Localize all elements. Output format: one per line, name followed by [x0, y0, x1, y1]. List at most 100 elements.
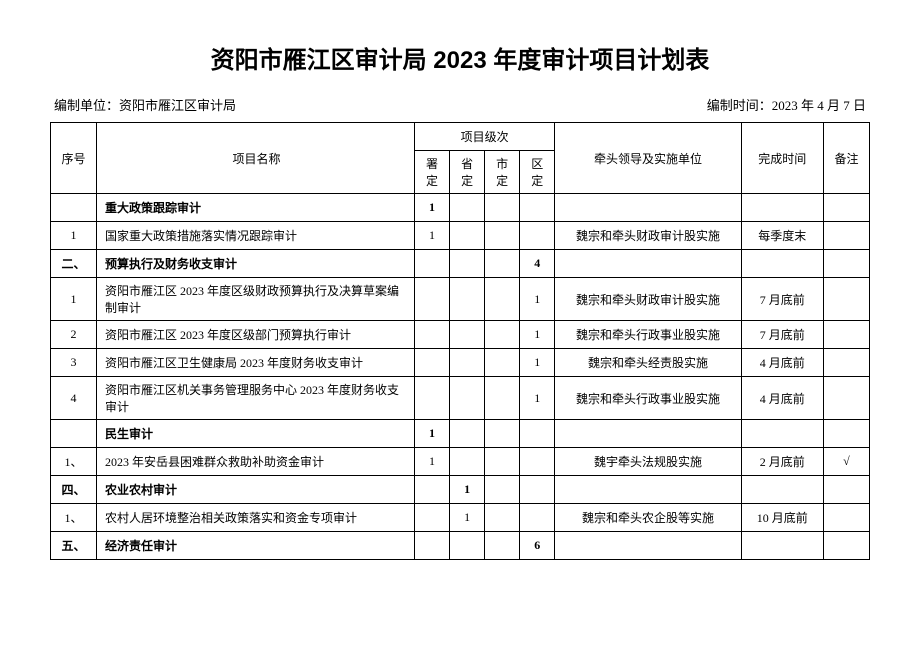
cell-level-shi: [485, 504, 520, 532]
cell-note: [823, 504, 869, 532]
cell-seq: 五、: [51, 532, 97, 560]
cell-note: [823, 476, 869, 504]
cell-name: 民生审计: [97, 420, 415, 448]
cell-name: 资阳市雁江区机关事务管理服务中心 2023 年度财务收支审计: [97, 377, 415, 420]
meta-row: 编制单位：资阳市雁江区审计局 编制时间：2023 年 4 月 7 日: [50, 95, 870, 114]
cell-level-qu: [520, 222, 555, 250]
cell-name: 农业农村审计: [97, 476, 415, 504]
cell-level-sheng: [450, 377, 485, 420]
cell-time: 10 月底前: [741, 504, 823, 532]
cell-level-sheng: [450, 420, 485, 448]
cell-seq: 4: [51, 377, 97, 420]
cell-level-shi: [485, 222, 520, 250]
cell-level-shu: [414, 504, 449, 532]
cell-unit: [555, 532, 741, 560]
cell-time: [741, 532, 823, 560]
header-level-group: 项目级次: [414, 123, 554, 151]
table-row: 2资阳市雁江区 2023 年度区级部门预算执行审计 1魏宗和牵头行政事业股实施7 …: [51, 321, 870, 349]
header-level-shi: 市定: [485, 151, 520, 194]
cell-level-shi: [485, 321, 520, 349]
table-row: 1国家重大政策措施落实情况跟踪审计1 魏宗和牵头财政审计股实施每季度末: [51, 222, 870, 250]
cell-level-qu: [520, 194, 555, 222]
cell-unit: [555, 250, 741, 278]
cell-seq: 四、: [51, 476, 97, 504]
cell-name: 资阳市雁江区 2023 年度区级财政预算执行及决算草案编制审计: [97, 278, 415, 321]
cell-seq: 2: [51, 321, 97, 349]
cell-name: 国家重大政策措施落实情况跟踪审计: [97, 222, 415, 250]
cell-note: [823, 532, 869, 560]
cell-level-sheng: [450, 194, 485, 222]
cell-level-shu: 1: [414, 448, 449, 476]
cell-level-shu: [414, 377, 449, 420]
table-row: 二、预算执行及财务收支审计4: [51, 250, 870, 278]
cell-time: 4 月底前: [741, 377, 823, 420]
cell-unit: [555, 420, 741, 448]
header-unit: 牵头领导及实施单位: [555, 123, 741, 194]
cell-level-qu: 1: [520, 321, 555, 349]
cell-unit: 魏宗和牵头财政审计股实施: [555, 222, 741, 250]
table-row: 3资阳市雁江区卫生健康局 2023 年度财务收支审计1魏宗和牵头经责股实施4 月…: [51, 349, 870, 377]
cell-level-shu: [414, 321, 449, 349]
cell-level-shi: [485, 194, 520, 222]
cell-name: 预算执行及财务收支审计: [97, 250, 415, 278]
cell-time: [741, 476, 823, 504]
cell-level-shi: [485, 278, 520, 321]
cell-level-shu: 1: [414, 194, 449, 222]
cell-name: 资阳市雁江区 2023 年度区级部门预算执行审计: [97, 321, 415, 349]
cell-time: 7 月底前: [741, 321, 823, 349]
cell-unit: [555, 194, 741, 222]
cell-level-shi: [485, 349, 520, 377]
table-row: 民生审计1: [51, 420, 870, 448]
cell-unit: 魏宗和牵头农企股等实施: [555, 504, 741, 532]
cell-name: 重大政策跟踪审计: [97, 194, 415, 222]
cell-name: 2023 年安岳县困难群众救助补助资金审计: [97, 448, 415, 476]
table-row: 重大政策跟踪审计1: [51, 194, 870, 222]
cell-time: 每季度末: [741, 222, 823, 250]
table-row: 4资阳市雁江区机关事务管理服务中心 2023 年度财务收支审计1魏宗和牵头行政事…: [51, 377, 870, 420]
cell-level-qu: [520, 476, 555, 504]
cell-level-sheng: [450, 349, 485, 377]
cell-level-shu: [414, 278, 449, 321]
cell-unit: [555, 476, 741, 504]
cell-time: [741, 250, 823, 278]
cell-unit: 魏宗和牵头行政事业股实施: [555, 321, 741, 349]
cell-note: [823, 278, 869, 321]
cell-level-sheng: 1: [450, 504, 485, 532]
cell-level-sheng: [450, 321, 485, 349]
header-level-shu: 署定: [414, 151, 449, 194]
table-row: 1、2023 年安岳县困难群众救助补助资金审计1魏宇牵头法规股实施2 月底前√: [51, 448, 870, 476]
cell-unit: 魏宇牵头法规股实施: [555, 448, 741, 476]
cell-level-shu: 1: [414, 222, 449, 250]
page-title: 资阳市雁江区审计局 2023 年度审计项目计划表: [50, 40, 870, 75]
cell-level-shu: [414, 532, 449, 560]
cell-seq: 1、: [51, 448, 97, 476]
cell-level-sheng: 1: [450, 476, 485, 504]
cell-name: 资阳市雁江区卫生健康局 2023 年度财务收支审计: [97, 349, 415, 377]
cell-level-qu: [520, 448, 555, 476]
table-row: 四、农业农村审计 1: [51, 476, 870, 504]
cell-time: 4 月底前: [741, 349, 823, 377]
cell-name: 经济责任审计: [97, 532, 415, 560]
cell-seq: 1: [51, 222, 97, 250]
cell-note: [823, 420, 869, 448]
cell-unit: 魏宗和牵头财政审计股实施: [555, 278, 741, 321]
header-time: 完成时间: [741, 123, 823, 194]
header-seq: 序号: [51, 123, 97, 194]
table-row: 1、农村人居环境整治相关政策落实和资金专项审计1魏宗和牵头农企股等实施10 月底…: [51, 504, 870, 532]
audit-plan-table: 序号 项目名称 项目级次 牵头领导及实施单位 完成时间 备注 署定 省定 市定 …: [50, 122, 870, 560]
cell-note: [823, 377, 869, 420]
cell-level-shi: [485, 448, 520, 476]
cell-time: [741, 194, 823, 222]
cell-level-qu: 6: [520, 532, 555, 560]
cell-level-shi: [485, 476, 520, 504]
cell-note: [823, 321, 869, 349]
org-label: 编制单位：资阳市雁江区审计局: [54, 95, 236, 114]
cell-seq: 1、: [51, 504, 97, 532]
table-body: 重大政策跟踪审计11国家重大政策措施落实情况跟踪审计1魏宗和牵头财政审计股实施每…: [51, 194, 870, 560]
cell-level-shi: [485, 420, 520, 448]
table-row: 1资阳市雁江区 2023 年度区级财政预算执行及决算草案编制审计1魏宗和牵头财政…: [51, 278, 870, 321]
header-level-sheng: 省定: [450, 151, 485, 194]
cell-note: [823, 222, 869, 250]
cell-level-sheng: [450, 278, 485, 321]
header-note: 备注: [823, 123, 869, 194]
